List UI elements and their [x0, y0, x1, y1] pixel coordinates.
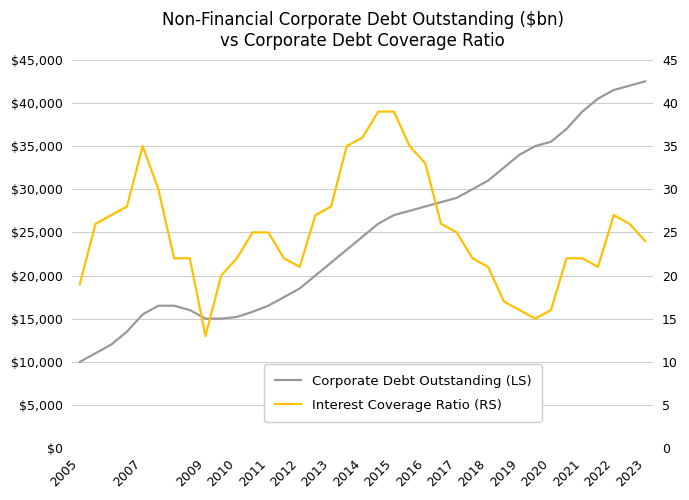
Interest Coverage Ratio (RS) — [280, 256, 288, 262]
Interest Coverage Ratio (RS) — [107, 212, 115, 218]
Interest Coverage Ratio (RS) — [138, 143, 147, 149]
Corporate Debt Outstanding (LS) — [469, 186, 477, 192]
Corporate Debt Outstanding (LS) — [123, 328, 131, 334]
Corporate Debt Outstanding (LS) — [296, 286, 304, 292]
Interest Coverage Ratio (RS) — [374, 108, 382, 114]
Corporate Debt Outstanding (LS) — [547, 139, 555, 145]
Interest Coverage Ratio (RS) — [453, 230, 461, 235]
Interest Coverage Ratio (RS) — [641, 238, 649, 244]
Corporate Debt Outstanding (LS) — [233, 314, 241, 320]
Corporate Debt Outstanding (LS) — [76, 359, 84, 365]
Corporate Debt Outstanding (LS) — [249, 309, 257, 315]
Corporate Debt Outstanding (LS) — [92, 350, 100, 356]
Corporate Debt Outstanding (LS) — [280, 294, 288, 300]
Legend: Corporate Debt Outstanding (LS), Interest Coverage Ratio (RS): Corporate Debt Outstanding (LS), Interes… — [264, 364, 542, 422]
Interest Coverage Ratio (RS) — [358, 134, 367, 140]
Corporate Debt Outstanding (LS) — [311, 272, 320, 278]
Corporate Debt Outstanding (LS) — [531, 143, 539, 149]
Title: Non-Financial Corporate Debt Outstanding ($bn)
vs Corporate Debt Coverage Ratio: Non-Financial Corporate Debt Outstanding… — [161, 11, 564, 50]
Corporate Debt Outstanding (LS) — [327, 260, 336, 266]
Interest Coverage Ratio (RS) — [249, 230, 257, 235]
Corporate Debt Outstanding (LS) — [594, 96, 602, 102]
Interest Coverage Ratio (RS) — [201, 333, 209, 339]
Corporate Debt Outstanding (LS) — [170, 302, 178, 308]
Interest Coverage Ratio (RS) — [264, 230, 272, 235]
Line: Interest Coverage Ratio (RS): Interest Coverage Ratio (RS) — [80, 112, 645, 336]
Interest Coverage Ratio (RS) — [578, 256, 586, 262]
Interest Coverage Ratio (RS) — [562, 256, 570, 262]
Interest Coverage Ratio (RS) — [421, 160, 429, 166]
Corporate Debt Outstanding (LS) — [610, 87, 618, 93]
Interest Coverage Ratio (RS) — [626, 221, 634, 227]
Interest Coverage Ratio (RS) — [437, 221, 445, 227]
Interest Coverage Ratio (RS) — [233, 256, 241, 262]
Corporate Debt Outstanding (LS) — [264, 302, 272, 308]
Corporate Debt Outstanding (LS) — [641, 78, 649, 84]
Line: Corporate Debt Outstanding (LS): Corporate Debt Outstanding (LS) — [80, 82, 645, 362]
Corporate Debt Outstanding (LS) — [342, 246, 351, 252]
Corporate Debt Outstanding (LS) — [500, 164, 508, 170]
Corporate Debt Outstanding (LS) — [107, 342, 115, 347]
Interest Coverage Ratio (RS) — [547, 307, 555, 313]
Corporate Debt Outstanding (LS) — [390, 212, 398, 218]
Interest Coverage Ratio (RS) — [296, 264, 304, 270]
Interest Coverage Ratio (RS) — [610, 212, 618, 218]
Interest Coverage Ratio (RS) — [217, 272, 225, 278]
Corporate Debt Outstanding (LS) — [201, 316, 209, 322]
Interest Coverage Ratio (RS) — [342, 143, 351, 149]
Corporate Debt Outstanding (LS) — [421, 204, 429, 210]
Interest Coverage Ratio (RS) — [327, 204, 336, 210]
Interest Coverage Ratio (RS) — [154, 186, 163, 192]
Interest Coverage Ratio (RS) — [92, 221, 100, 227]
Interest Coverage Ratio (RS) — [311, 212, 320, 218]
Interest Coverage Ratio (RS) — [76, 281, 84, 287]
Interest Coverage Ratio (RS) — [123, 204, 131, 210]
Corporate Debt Outstanding (LS) — [578, 108, 586, 114]
Interest Coverage Ratio (RS) — [185, 256, 194, 262]
Corporate Debt Outstanding (LS) — [185, 307, 194, 313]
Interest Coverage Ratio (RS) — [515, 307, 524, 313]
Corporate Debt Outstanding (LS) — [437, 199, 445, 205]
Corporate Debt Outstanding (LS) — [154, 302, 163, 308]
Corporate Debt Outstanding (LS) — [453, 195, 461, 201]
Corporate Debt Outstanding (LS) — [374, 221, 382, 227]
Corporate Debt Outstanding (LS) — [626, 82, 634, 88]
Corporate Debt Outstanding (LS) — [405, 208, 413, 214]
Interest Coverage Ratio (RS) — [469, 256, 477, 262]
Interest Coverage Ratio (RS) — [405, 143, 413, 149]
Corporate Debt Outstanding (LS) — [484, 178, 492, 184]
Corporate Debt Outstanding (LS) — [358, 234, 367, 239]
Corporate Debt Outstanding (LS) — [217, 316, 225, 322]
Corporate Debt Outstanding (LS) — [138, 312, 147, 318]
Corporate Debt Outstanding (LS) — [515, 152, 524, 158]
Interest Coverage Ratio (RS) — [484, 264, 492, 270]
Interest Coverage Ratio (RS) — [500, 298, 508, 304]
Interest Coverage Ratio (RS) — [531, 316, 539, 322]
Corporate Debt Outstanding (LS) — [562, 126, 570, 132]
Interest Coverage Ratio (RS) — [170, 256, 178, 262]
Interest Coverage Ratio (RS) — [390, 108, 398, 114]
Interest Coverage Ratio (RS) — [594, 264, 602, 270]
